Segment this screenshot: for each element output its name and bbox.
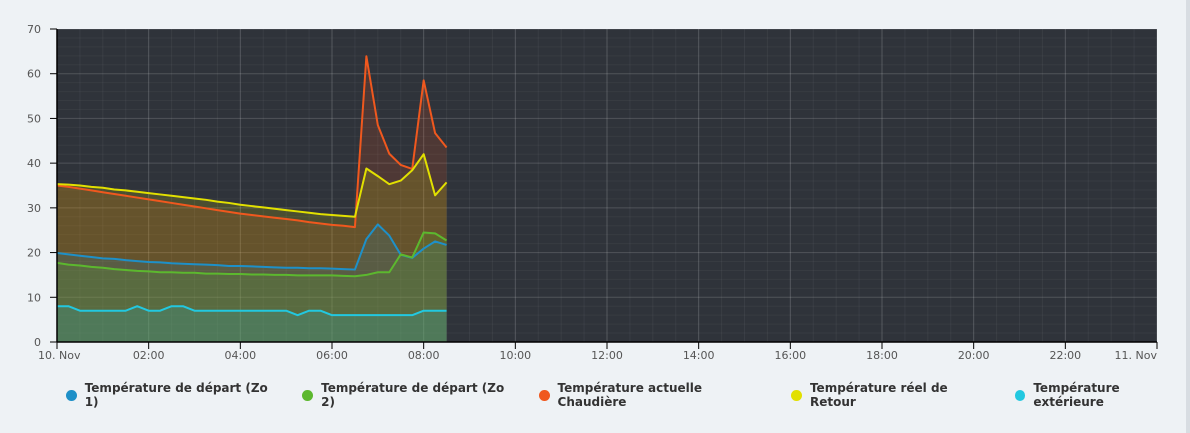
series-area [57, 224, 447, 342]
series-line [56, 231, 448, 278]
legend-marker-icon [538, 389, 550, 401]
y-tick-label: 10 [27, 291, 41, 304]
series-area [57, 56, 447, 342]
legend-marker-icon [791, 389, 802, 401]
series-line [56, 55, 448, 229]
series-line [57, 305, 447, 317]
y-tick-label: 60 [27, 68, 41, 81]
legend-label: Température de départ (Zo 2) [321, 381, 505, 409]
legend-marker-icon [1014, 389, 1026, 401]
y-tick-label: 40 [27, 157, 41, 170]
x-tick-label: 11. Nov [1115, 349, 1158, 362]
series-line [56, 153, 448, 218]
legend-item[interactable]: Température de départ (Zo 1) [66, 381, 280, 409]
x-tick-label: 10:00 [499, 349, 531, 362]
legend-marker-icon [66, 389, 77, 401]
x-tick-label: 12:00 [591, 349, 623, 362]
scrollbar[interactable] [1186, 0, 1190, 433]
y-tick-label: 70 [27, 23, 41, 36]
x-tick-label: 18:00 [866, 349, 898, 362]
x-tick-label: 22:00 [1049, 349, 1081, 362]
chart: 0 10 20 30 40 50 60 70 10. Nov 02:00 04:00 06:00 08:… [27, 23, 1158, 362]
x-tick-label: 20:00 [958, 349, 990, 362]
y-tick-label: 50 [27, 112, 41, 125]
legend-label: Température de départ (Zo 1) [84, 381, 268, 409]
legend-label: Température réel de Retour [809, 381, 948, 409]
y-tick-label: 0 [34, 336, 41, 349]
x-tick-label: 14:00 [683, 349, 715, 362]
legend-marker-icon [302, 389, 314, 401]
legend-item[interactable]: Température extérieure [1014, 381, 1190, 409]
legend-item[interactable]: Température réel de Retour [791, 381, 992, 409]
series-line [56, 223, 447, 271]
plot-background [57, 29, 1157, 342]
y-tick-label: 20 [27, 247, 41, 260]
x-tick-label: 08:00 [408, 349, 440, 362]
legend-item[interactable]: Température actuelle Chaudière [538, 381, 769, 409]
y-tick-label: 30 [27, 202, 41, 215]
x-tick-label: 16:00 [774, 349, 806, 362]
x-tick-label: 10. Nov [38, 349, 81, 362]
x-tick-label: 04:00 [224, 349, 256, 362]
legend-label: Température actuelle Chaudière [557, 381, 703, 409]
x-tick-label: 06:00 [316, 349, 348, 362]
x-tick-label: 02:00 [133, 349, 165, 362]
legend-item[interactable]: Température de départ (Zo 2) [302, 381, 516, 409]
legend-label: Température extérieure [1033, 381, 1120, 409]
legend: Température de départ (Zo 1) Température … [66, 381, 1190, 409]
